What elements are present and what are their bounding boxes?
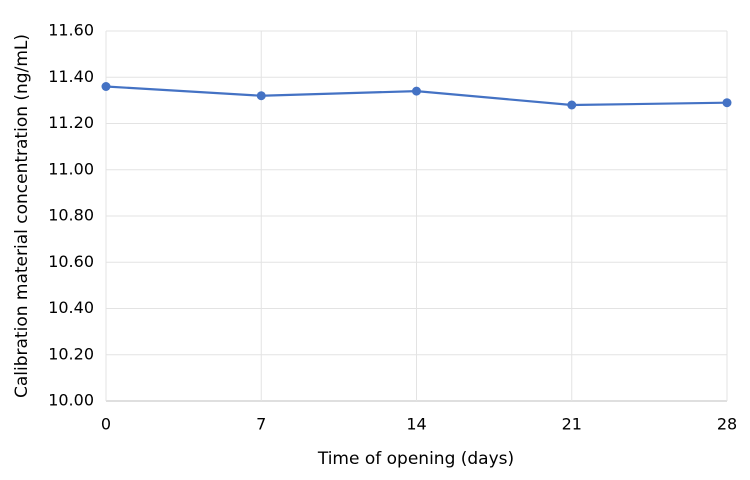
x-tick-label: 14 [406, 415, 426, 434]
y-tick-label: 10.60 [48, 252, 94, 271]
y-axis-title: Calibration material concentration (ng/m… [12, 34, 32, 398]
x-tick-label: 21 [562, 415, 582, 434]
data-point [722, 98, 732, 108]
y-tick-label: 11.60 [48, 21, 94, 40]
x-tick-label: 0 [101, 415, 111, 434]
y-tick-label: 10.40 [48, 298, 94, 317]
data-point [256, 91, 266, 101]
x-tick-label: 28 [717, 415, 737, 434]
data-point [101, 82, 111, 91]
y-tick-label: 10.20 [48, 344, 94, 363]
x-tick-label: 7 [256, 415, 266, 434]
x-axis-title: Time of opening (days) [317, 449, 514, 469]
y-tick-label: 11.40 [48, 67, 94, 86]
data-point [412, 86, 421, 96]
y-tick-label: 10.80 [48, 206, 94, 225]
y-tick-label: 11.20 [48, 113, 94, 132]
y-tick-label: 10.00 [48, 391, 94, 410]
data-point [567, 100, 577, 110]
y-tick-label: 11.00 [48, 159, 94, 178]
